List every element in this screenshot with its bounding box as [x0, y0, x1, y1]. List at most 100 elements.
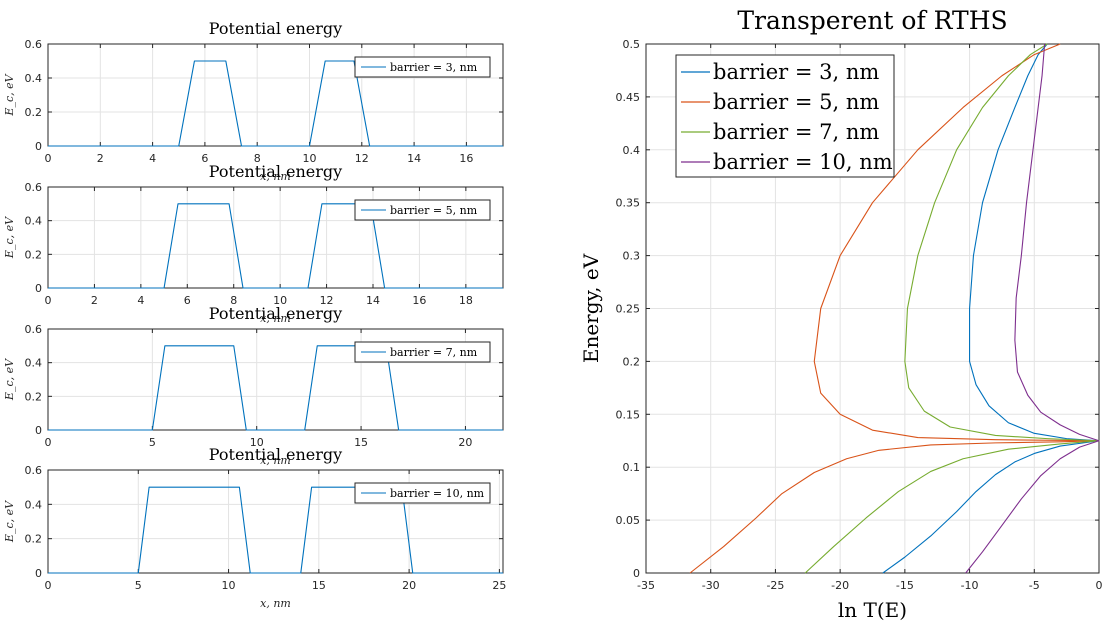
series-line-1 [48, 486, 503, 574]
x-tick-label: 4 [137, 294, 144, 307]
chart-title: Potential energy [209, 304, 342, 323]
x-tick-label: 10 [302, 152, 316, 165]
y-tick-label: 0.3 [623, 250, 641, 263]
series-line-2 [689, 43, 1100, 574]
y-tick-label: 0.2 [25, 248, 43, 261]
x-tick-label: 15 [312, 579, 326, 592]
y-tick-label: 0.6 [25, 323, 43, 336]
y-tick-label: 0.2 [25, 533, 43, 546]
y-tick-label: 0.6 [25, 181, 43, 194]
y-tick-label: 0.2 [25, 390, 43, 403]
chart-2: 0 2 4 6 8 10 12 14 16 18 0 0.2 0.4 0.6 Potential energ… [3, 162, 504, 325]
x-axis-label: ln T(E) [838, 598, 907, 622]
legend-entry: barrier = 5, nm [713, 90, 879, 114]
y-tick-label: 0.2 [623, 355, 641, 368]
x-tick-label: 14 [366, 294, 380, 307]
x-tick-label: 12 [320, 294, 334, 307]
chart-title: Potential energy [209, 445, 342, 464]
y-axis-label: E_c, eV [3, 216, 16, 259]
x-tick-label: -35 [637, 579, 655, 592]
series-line-1 [882, 43, 1100, 574]
x-tick-label: 0 [45, 294, 52, 307]
chart-title: Potential energy [209, 162, 342, 181]
x-tick-label: 12 [355, 152, 369, 165]
x-tick-label: 20 [402, 579, 416, 592]
x-tick-label: -15 [896, 579, 914, 592]
x-tick-label: 5 [149, 436, 156, 449]
y-tick-label: 0.4 [623, 144, 641, 157]
x-axis-label: x, nm [260, 170, 291, 183]
y-tick-label: 0 [35, 140, 42, 153]
y-tick-label: 0.6 [25, 464, 43, 477]
x-tick-label: 0 [45, 152, 52, 165]
x-axis-label: x, nm [260, 597, 291, 610]
y-tick-label: 0 [35, 282, 42, 295]
x-tick-label: -30 [702, 579, 720, 592]
x-tick-label: 6 [184, 294, 191, 307]
x-tick-label: 10 [222, 579, 236, 592]
legend: barrier = 5, nm [354, 199, 491, 221]
legend: barrier = 3, nm [354, 56, 491, 78]
legend-box [354, 482, 491, 504]
x-tick-label: 25 [492, 579, 506, 592]
y-tick-label: 0.6 [25, 38, 43, 51]
legend-box [675, 54, 895, 178]
x-tick-label: 2 [97, 152, 104, 165]
legend-entry: barrier = 10, nm [390, 487, 485, 500]
y-tick-label: 0.25 [616, 303, 641, 316]
x-tick-label: 16 [412, 294, 426, 307]
legend-box [354, 56, 491, 78]
legend-entry: barrier = 3, nm [713, 60, 879, 84]
series-line-1 [48, 345, 503, 431]
x-tick-label: 4 [149, 152, 156, 165]
x-axis-label: x, nm [260, 312, 291, 325]
x-tick-label: 5 [135, 579, 142, 592]
x-axis-label: x, nm [260, 454, 291, 467]
legend-entry: barrier = 3, nm [390, 61, 478, 74]
chart-title: Potential energy [209, 19, 342, 38]
x-tick-label: -20 [831, 579, 849, 592]
x-tick-label: 0 [45, 436, 52, 449]
legend-entry: barrier = 7, nm [390, 346, 478, 359]
y-tick-label: 0.4 [25, 498, 43, 511]
series-line-4 [965, 43, 1100, 574]
x-tick-label: 18 [459, 294, 473, 307]
y-tick-label: 0.4 [25, 357, 43, 370]
x-tick-label: -10 [961, 579, 979, 592]
legend: barrier = 7, nm [354, 341, 491, 363]
legend-entry: barrier = 5, nm [390, 204, 478, 217]
chart-title: Transperent of RTHS [737, 6, 1007, 35]
legend-box [354, 341, 491, 363]
y-tick-label: 0.1 [623, 461, 641, 474]
y-tick-label: 0.45 [616, 91, 641, 104]
x-tick-label: 10 [250, 436, 264, 449]
x-tick-label: 0 [45, 579, 52, 592]
y-tick-label: 0.05 [616, 514, 641, 527]
y-axis-label: E_c, eV [3, 500, 16, 543]
series-line-1 [48, 60, 503, 147]
legend-entry: barrier = 10, nm [713, 150, 893, 174]
x-tick-label: 20 [458, 436, 472, 449]
x-tick-label: -5 [1029, 579, 1040, 592]
legend: barrier = 10, nm [354, 482, 491, 504]
y-tick-label: 0 [35, 567, 42, 580]
legend-box [354, 199, 491, 221]
chart-5: -35 -30 -25 -20 -15 -10 -5 0 0 0.05 0.1 0.15 0.2 0.25… [579, 6, 1103, 622]
x-tick-label: -25 [766, 579, 784, 592]
y-tick-label: 0.15 [616, 408, 641, 421]
y-tick-label: 0.2 [25, 106, 43, 119]
y-tick-label: 0.4 [25, 72, 43, 85]
x-tick-label: 15 [354, 436, 368, 449]
x-tick-label: 8 [230, 294, 237, 307]
y-tick-label: 0.4 [25, 215, 43, 228]
x-tick-label: 2 [91, 294, 98, 307]
legend-entry: barrier = 7, nm [713, 120, 879, 144]
y-tick-label: 0 [35, 424, 42, 437]
y-tick-label: 0.5 [623, 38, 641, 51]
y-axis-label: Energy, eV [579, 253, 603, 363]
legend: barrier = 3, nm barrier = 5, nm barrier = … [675, 54, 895, 178]
